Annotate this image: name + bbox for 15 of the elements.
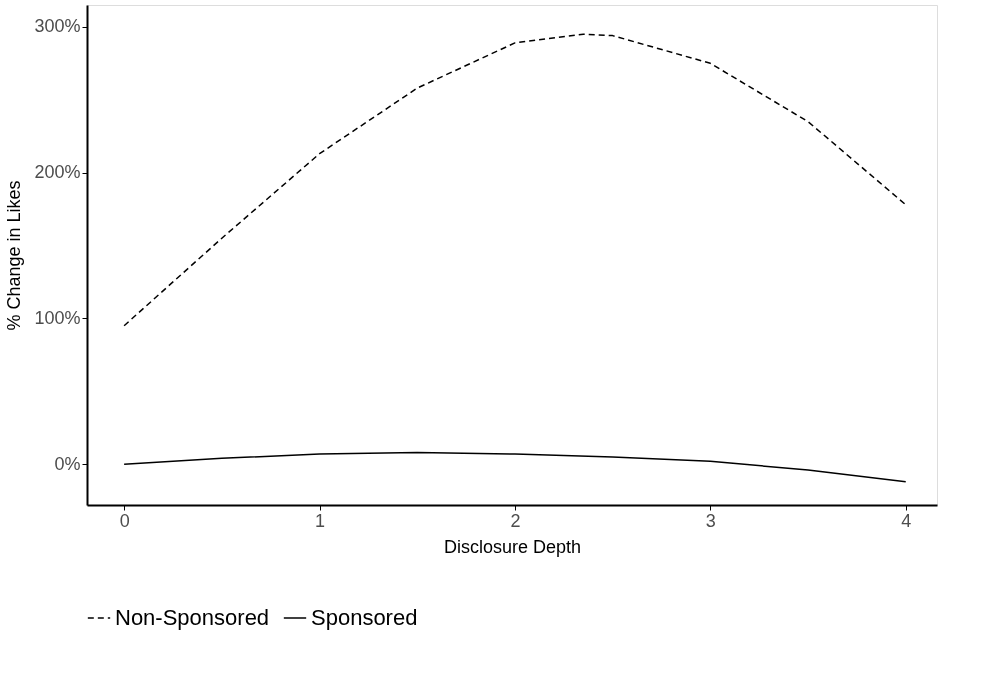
y-tick-label: 200% bbox=[34, 162, 81, 183]
y-tick-label: 0% bbox=[54, 453, 81, 474]
y-tick-label: 300% bbox=[34, 16, 81, 37]
x-axis-title: Disclosure Depth bbox=[443, 536, 582, 557]
legend-label: Non-Sponsored bbox=[115, 605, 270, 630]
x-tick-label: 1 bbox=[315, 510, 326, 531]
x-tick-label: 3 bbox=[705, 510, 716, 531]
x-tick-label: 4 bbox=[901, 510, 912, 531]
y-axis-title: % Change in Likes bbox=[4, 180, 25, 331]
y-tick-label: 100% bbox=[34, 307, 81, 328]
x-tick-label: 0 bbox=[119, 510, 130, 531]
legend-label: Sponsored bbox=[311, 605, 418, 630]
x-tick-label: 2 bbox=[510, 510, 521, 531]
line-series bbox=[123, 451, 907, 483]
line-series bbox=[123, 33, 907, 327]
